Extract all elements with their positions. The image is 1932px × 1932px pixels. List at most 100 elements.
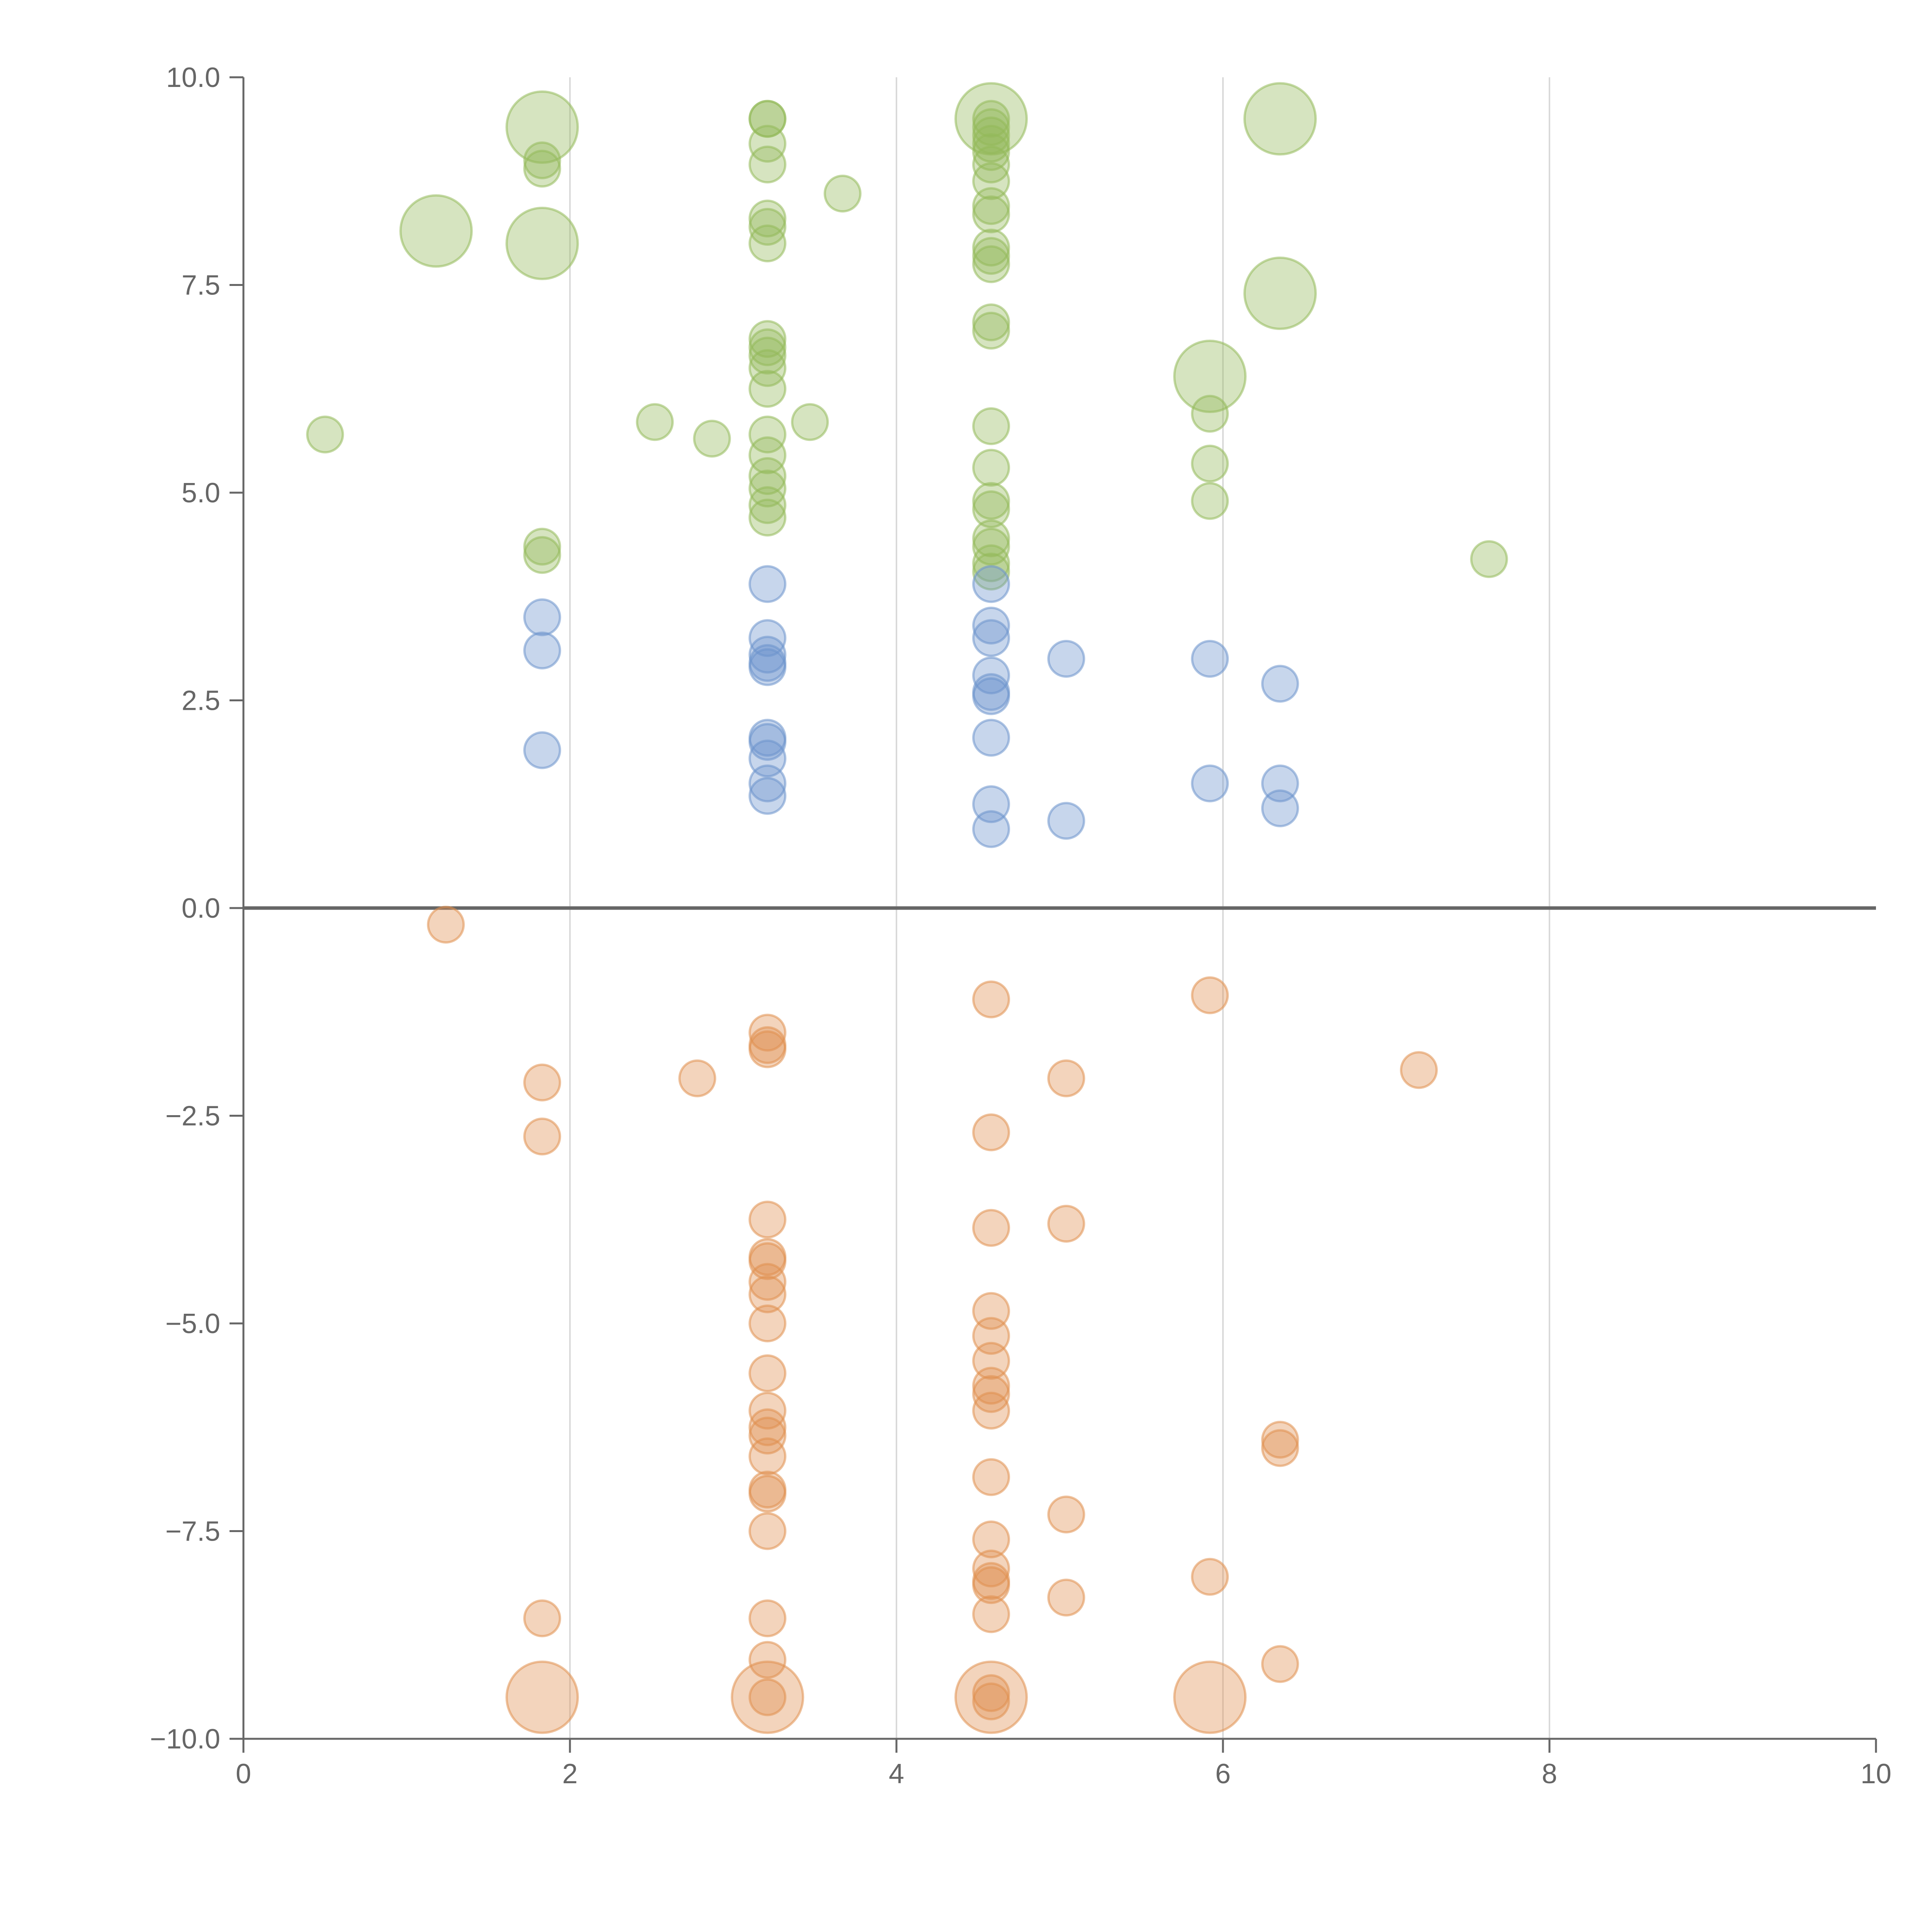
green-point xyxy=(1243,82,1317,156)
green-point xyxy=(972,237,1010,275)
green-point xyxy=(972,311,1010,350)
orange-point xyxy=(523,1599,561,1638)
orange-point xyxy=(748,1417,787,1455)
orange-point xyxy=(972,1674,1010,1712)
orange-point xyxy=(1261,1645,1299,1683)
y-tick-label: 5.0 xyxy=(182,478,220,509)
orange-point xyxy=(1400,1051,1438,1089)
green-point xyxy=(972,133,1010,171)
green-point xyxy=(972,195,1010,233)
orange-point xyxy=(748,1201,787,1239)
y-tick-label: −10.0 xyxy=(150,1724,220,1755)
axes-layer xyxy=(230,76,1877,1753)
green-point xyxy=(306,415,344,454)
orange-point xyxy=(972,1209,1010,1247)
blue-point xyxy=(972,719,1010,757)
green-point xyxy=(972,544,1010,582)
green-point xyxy=(523,536,561,574)
orange-point xyxy=(748,1408,787,1446)
y-tick-label: 2.5 xyxy=(182,685,220,716)
y-tick-label: −2.5 xyxy=(165,1101,220,1132)
blue-point xyxy=(748,636,787,674)
orange-point xyxy=(748,1512,787,1550)
orange-point xyxy=(1173,1660,1247,1734)
green-point xyxy=(748,486,787,524)
green-point xyxy=(399,194,473,268)
orange-point xyxy=(748,1354,787,1392)
orange-point xyxy=(748,1275,787,1313)
orange-point xyxy=(523,1063,561,1102)
blue-point xyxy=(748,764,787,803)
orange-point xyxy=(1047,1205,1085,1243)
orange-point xyxy=(748,1641,787,1679)
blue-point xyxy=(748,777,787,815)
x-tick-label: 10 xyxy=(1861,1759,1891,1789)
orange-point xyxy=(972,1113,1010,1151)
orange-point xyxy=(505,1660,579,1734)
orange-point xyxy=(972,1682,1010,1721)
green-point xyxy=(1470,540,1508,578)
y-tick-label: 10.0 xyxy=(166,62,220,93)
green-point xyxy=(1173,340,1247,413)
orange-point xyxy=(748,1475,787,1513)
x-tick-label: 8 xyxy=(1542,1759,1557,1789)
y-tick-label: −5.0 xyxy=(165,1308,220,1339)
blue-point xyxy=(1191,764,1229,803)
orange-point xyxy=(748,1437,787,1475)
green-point xyxy=(972,303,1010,342)
orange-point xyxy=(1261,1429,1299,1467)
orange-point xyxy=(731,1660,804,1734)
green-point xyxy=(748,349,787,387)
orange-point xyxy=(1191,976,1229,1014)
green-point xyxy=(748,337,787,375)
labels-layer: 0 2 4 6 8 10 10.0 7.5 5.0 2.5 0.0 −2.5 −5.0 −7.5 −10.0 xyxy=(150,62,1891,1789)
orange-point xyxy=(748,1263,787,1301)
x-tick-label: 4 xyxy=(889,1759,904,1789)
blue-point xyxy=(972,565,1010,603)
orange-point xyxy=(972,1458,1010,1496)
green-point xyxy=(748,436,787,474)
green-point xyxy=(523,150,561,188)
orange-point xyxy=(1191,1558,1229,1596)
green-point xyxy=(523,141,561,179)
blue-point xyxy=(1261,665,1299,703)
green-point xyxy=(1191,395,1229,433)
green-point xyxy=(972,482,1010,520)
green-point xyxy=(972,245,1010,283)
orange-point xyxy=(972,1595,1010,1633)
orange-point xyxy=(972,980,1010,1019)
blue-point xyxy=(1047,802,1085,840)
orange-point xyxy=(972,1391,1010,1430)
orange-point xyxy=(523,1117,561,1156)
orange-point xyxy=(748,1678,787,1716)
green-point xyxy=(748,370,787,408)
orange-point xyxy=(1261,1421,1299,1459)
blue-point xyxy=(1261,789,1299,827)
orange-point xyxy=(748,1242,787,1280)
green-point xyxy=(1191,444,1229,483)
green-point xyxy=(523,527,561,566)
green-point xyxy=(972,125,1010,163)
green-point xyxy=(505,90,579,164)
orange-point xyxy=(1047,1059,1085,1097)
blue-point xyxy=(972,677,1010,715)
green-point xyxy=(748,457,787,495)
orange-point xyxy=(972,1566,1010,1604)
blue-point xyxy=(523,631,561,670)
blue-point xyxy=(523,731,561,769)
x-tick-label: 0 xyxy=(236,1759,251,1789)
orange-point xyxy=(1047,1578,1085,1617)
blue-point xyxy=(972,619,1010,657)
blue-point xyxy=(972,607,1010,645)
orange-point xyxy=(1047,1495,1085,1534)
green-point xyxy=(972,407,1010,445)
blue-point xyxy=(523,598,561,636)
green-point xyxy=(972,449,1010,487)
orange-point xyxy=(678,1059,716,1097)
y-tick-label: 7.5 xyxy=(182,270,220,301)
green-point xyxy=(748,498,787,537)
x-tick-label: 2 xyxy=(562,1759,578,1789)
orange-point xyxy=(748,1304,787,1342)
green-point xyxy=(748,328,787,366)
